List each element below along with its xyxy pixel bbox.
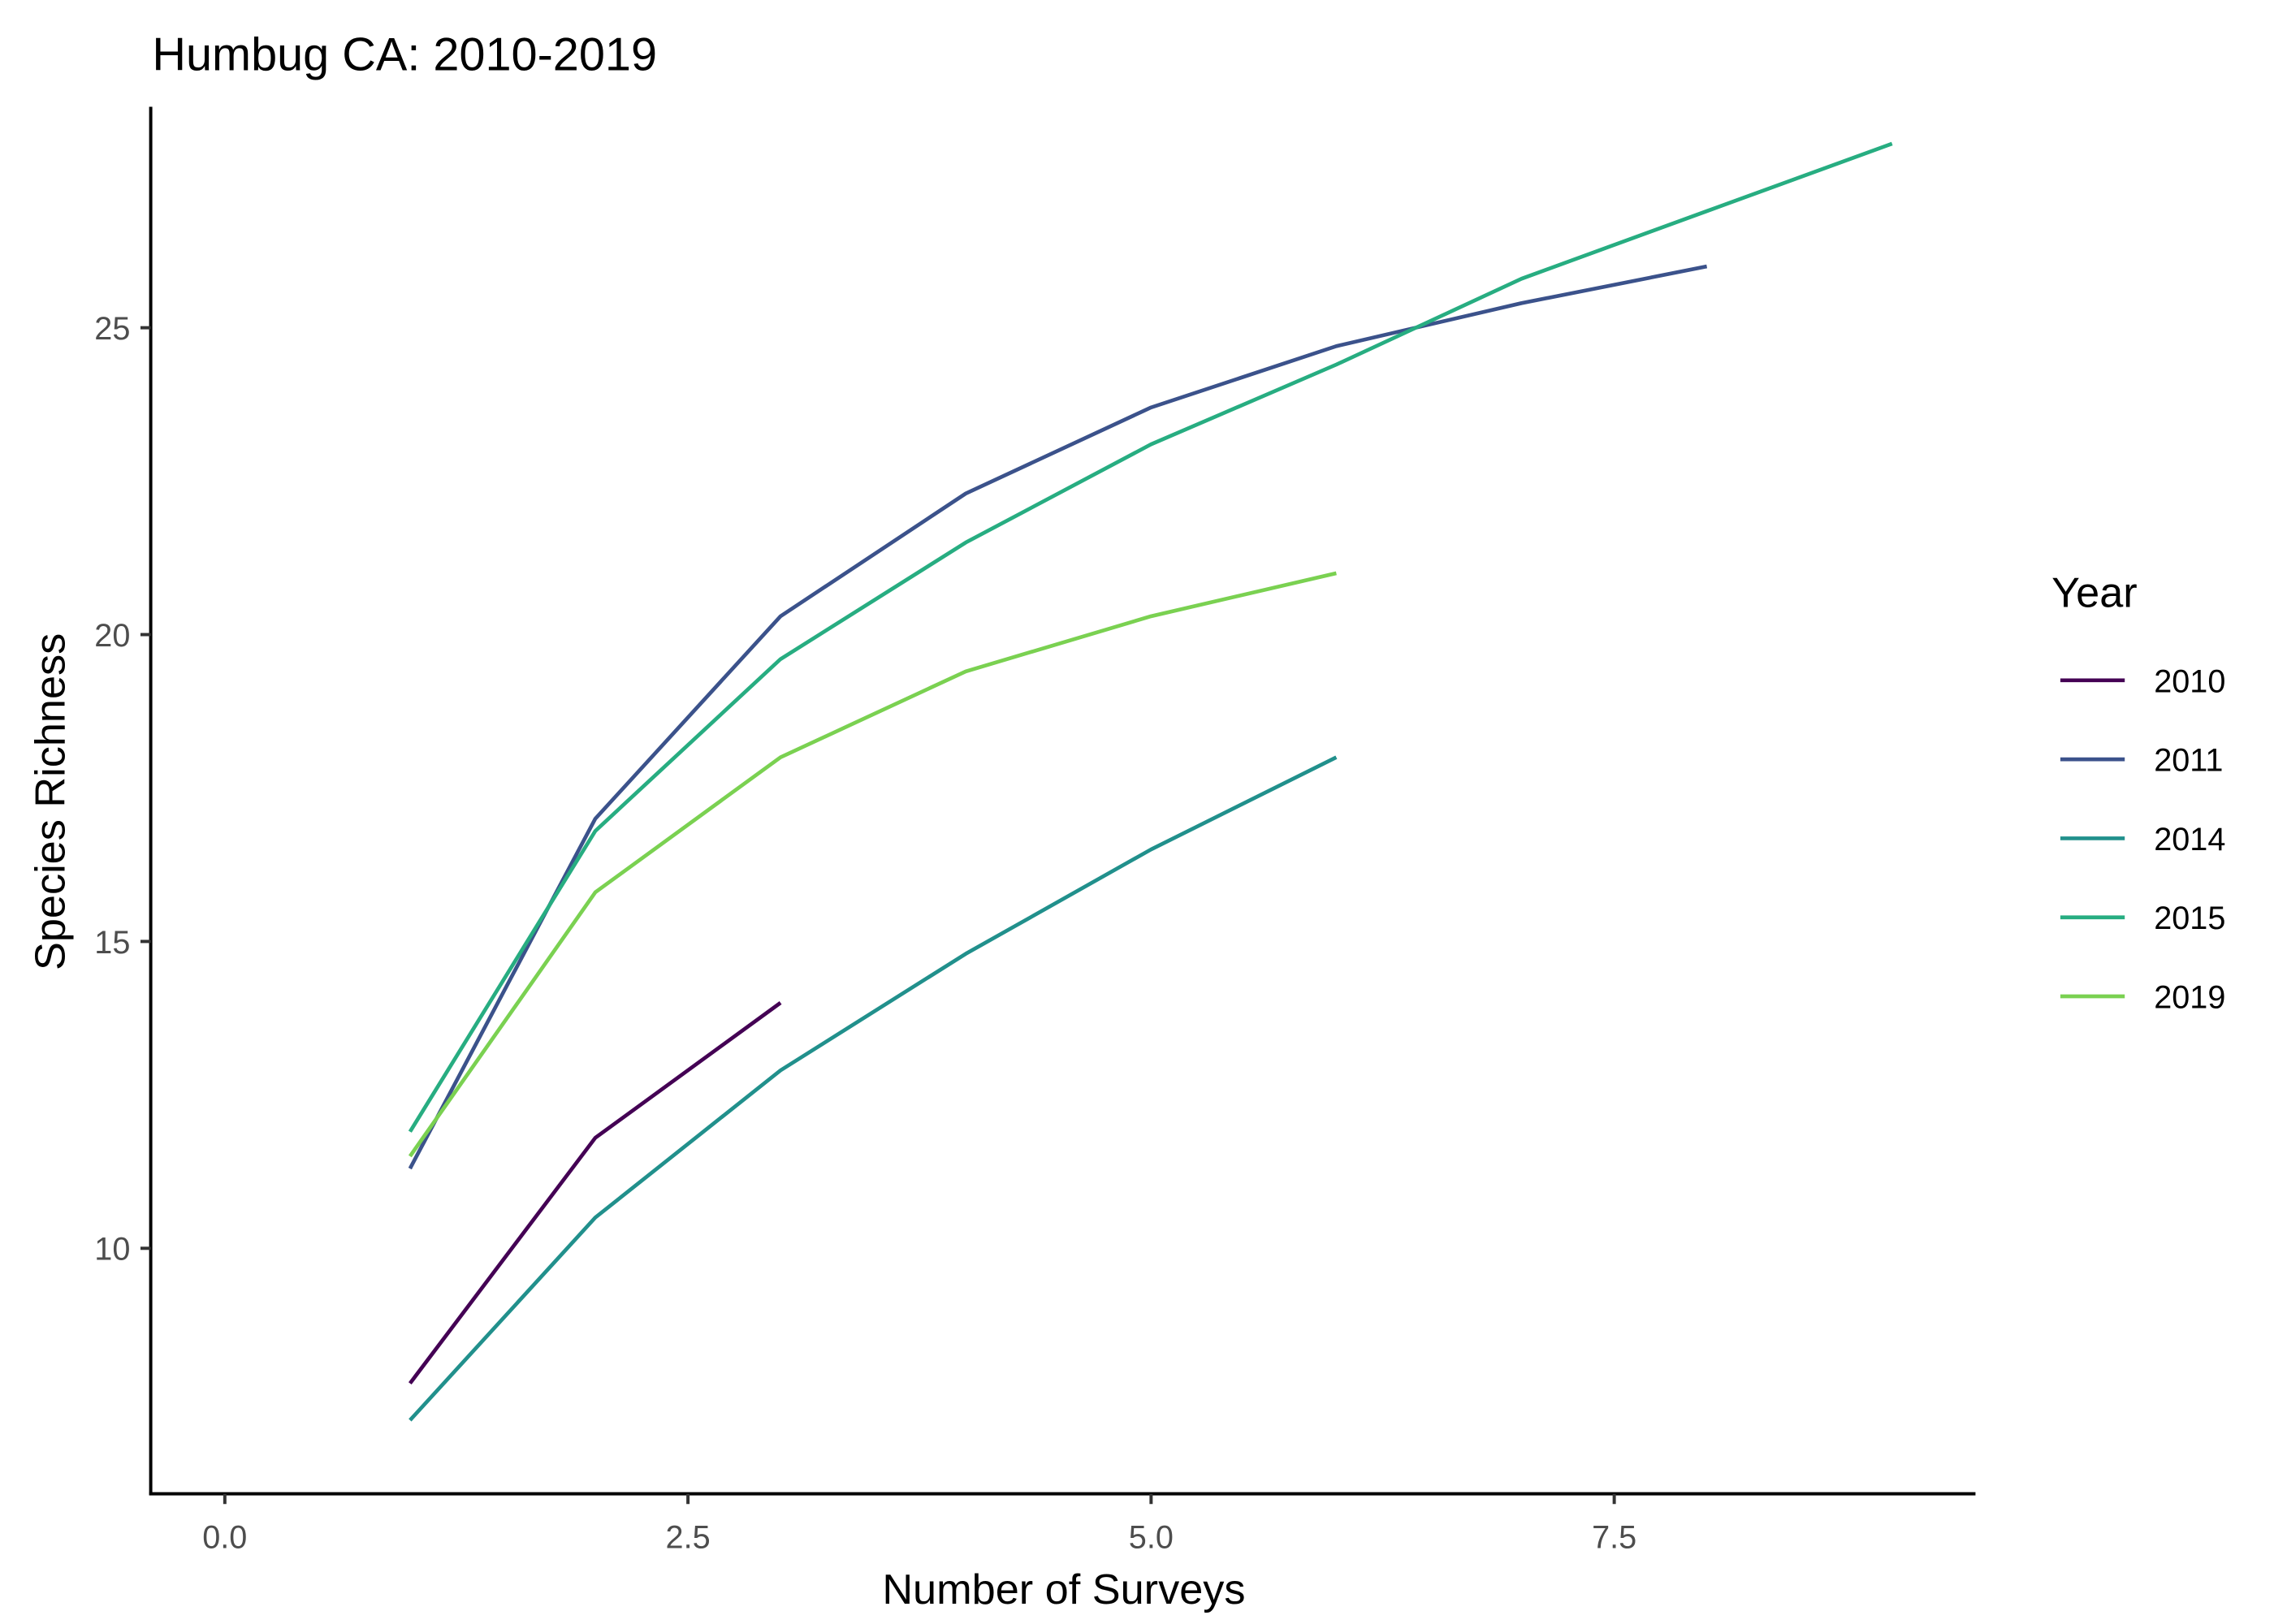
series-line-2015: [408, 141, 1893, 1133]
legend-label: 2010: [2154, 663, 2225, 699]
series-line-2010: [408, 1001, 782, 1385]
y-tick-label: 25: [94, 311, 130, 347]
series-line-2011: [408, 264, 1708, 1170]
legend-item-2011: 2011: [2060, 743, 2223, 779]
chart-title: Humbug CA: 2010-2019: [152, 28, 657, 80]
legend-item-2014: 2014: [2060, 822, 2225, 857]
x-tick-label: 7.5: [1592, 1519, 1636, 1555]
legend-label: 2019: [2154, 979, 2225, 1015]
series-line-2014: [409, 755, 1338, 1422]
legend: Year 2010 2011 2014 2015 2019: [2051, 570, 2225, 1016]
series-line-2019: [408, 571, 1337, 1158]
legend-label: 2015: [2154, 901, 2225, 936]
y-axis-ticks: 10 15 20 25: [94, 311, 151, 1268]
legend-item-2019: 2019: [2060, 979, 2225, 1015]
x-tick-label: 2.5: [666, 1519, 711, 1555]
y-tick-label: 10: [94, 1232, 130, 1268]
series-layer: [408, 141, 1893, 1422]
y-axis-title: Species Richness: [27, 633, 74, 970]
legend-item-2010: 2010: [2060, 663, 2225, 699]
plot-area: 0.0 2.5 5.0 7.5 10 15 20 25: [94, 106, 1976, 1555]
legend-items: 2010 2011 2014 2015 2019: [2060, 663, 2225, 1015]
legend-label: 2011: [2154, 743, 2223, 779]
legend-label: 2014: [2154, 822, 2225, 857]
x-tick-label: 5.0: [1129, 1519, 1174, 1555]
x-axis-title: Number of Surveys: [882, 1566, 1245, 1613]
legend-title: Year: [2051, 570, 2138, 617]
legend-item-2015: 2015: [2060, 901, 2225, 936]
y-tick-label: 15: [94, 925, 130, 961]
x-axis-ticks: 0.0 2.5 5.0 7.5: [202, 1493, 1636, 1555]
x-tick-label: 0.0: [202, 1519, 247, 1555]
y-tick-label: 20: [94, 618, 130, 654]
